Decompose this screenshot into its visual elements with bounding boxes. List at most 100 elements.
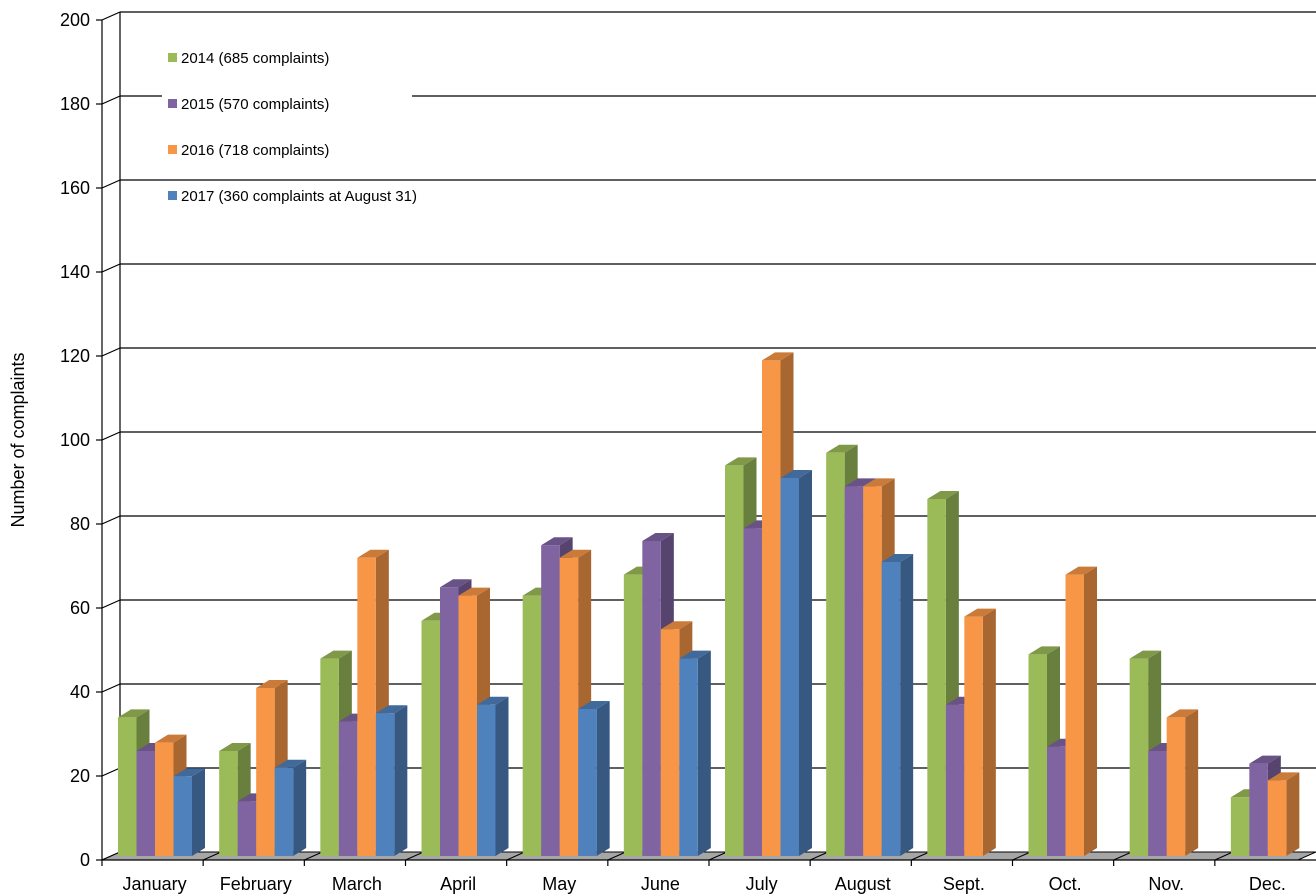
bar-top (173, 768, 205, 777)
bar-front (559, 557, 579, 856)
bar-top (642, 533, 674, 541)
bar (1166, 709, 1199, 856)
side-wall-gridline (101, 599, 121, 609)
bar-front (477, 704, 496, 856)
bar-front (844, 486, 864, 856)
bar-front (173, 776, 192, 856)
bar-front (679, 658, 698, 856)
y-tick-label: 200 (60, 10, 90, 30)
bar-front (421, 620, 440, 856)
y-tick-label: 120 (60, 346, 90, 366)
category-divider (1214, 851, 1234, 861)
legend-entry: 2014 (685 complaints) (162, 45, 412, 69)
bar-front (136, 751, 155, 856)
x-tick-label: Sept. (943, 874, 985, 894)
bar-front (1129, 658, 1149, 856)
bar (173, 768, 205, 856)
bar-front (458, 595, 477, 856)
category-divider (304, 851, 323, 861)
legend-entry: 2017 (360 complaints at August 31) (162, 183, 512, 207)
bar-top (578, 701, 610, 709)
bar-front (1148, 751, 1167, 856)
bar-side (596, 701, 610, 856)
bar-top (1249, 755, 1281, 764)
bar-top (826, 444, 858, 453)
bar-top (927, 491, 959, 499)
bar (578, 701, 610, 856)
bar-front (660, 629, 680, 856)
bar-front (522, 595, 542, 856)
bar-side (1286, 772, 1300, 856)
legend-label: 2014 (685 complaints) (181, 50, 329, 67)
x-tick-label: March (332, 874, 382, 894)
legend-swatch (168, 145, 177, 154)
bar-front (357, 557, 376, 856)
legend-backdrop (162, 137, 412, 161)
x-tick-label: June (641, 874, 680, 894)
y-tick-label: 60 (70, 598, 90, 618)
legend: 2014 (685 complaints) 2015 (570 complaint… (162, 45, 512, 207)
bar-side (982, 608, 996, 856)
bar-front (964, 616, 983, 856)
bar-front (1047, 746, 1066, 856)
bar-front (440, 587, 459, 856)
bar-side (697, 650, 711, 856)
bar-front (826, 452, 845, 856)
x-tick-label: May (542, 874, 576, 894)
category-divider (809, 851, 829, 861)
bar-top (256, 680, 288, 688)
bar-top (357, 549, 389, 558)
bar (881, 554, 914, 856)
bar-top (274, 759, 307, 768)
bar-front (927, 499, 946, 856)
bar-front (945, 704, 965, 856)
bar-top (881, 554, 914, 562)
gridlines (101, 11, 1316, 861)
bar-front (1166, 717, 1186, 856)
legend-backdrop (162, 183, 512, 207)
bar-top (725, 457, 757, 466)
bar-top (219, 743, 251, 751)
legend-swatch (168, 53, 177, 62)
y-tick-label: 100 (60, 430, 90, 450)
bar-front (780, 478, 799, 856)
bar-top (1028, 646, 1060, 655)
bar-top (660, 621, 693, 630)
y-tick-label: 160 (60, 178, 90, 198)
bar-side (900, 554, 914, 856)
y-tick-label: 180 (60, 94, 90, 114)
category-divider (708, 851, 728, 861)
axes (96, 12, 1316, 866)
bar-top (458, 587, 490, 596)
legend-entry: 2015 (570 complaints) (162, 91, 412, 115)
bar-front (762, 360, 781, 856)
bar (477, 696, 509, 856)
legend-label: 2017 (360 complaints at August 31) (181, 188, 417, 205)
side-wall-gridline (101, 683, 121, 693)
bar-side (293, 759, 307, 856)
bar-front (1267, 780, 1287, 856)
bar-front (578, 709, 597, 856)
x-tick-label: January (123, 874, 187, 894)
x-tick-label: April (440, 874, 476, 894)
legend-backdrop (162, 45, 412, 69)
bar-front (881, 562, 901, 856)
side-wall-gridline (101, 179, 121, 189)
bar-top (679, 650, 711, 659)
x-tick-label: Nov. (1148, 874, 1184, 894)
bar-top (844, 478, 877, 487)
bar-top (863, 478, 895, 487)
bar-side (1185, 709, 1199, 856)
bar-side (799, 470, 812, 856)
category-divider (506, 851, 525, 861)
y-tick-label: 0 (80, 850, 90, 870)
y-tick-label: 140 (60, 262, 90, 282)
bar-top (1065, 566, 1097, 575)
bar (1065, 566, 1097, 856)
bar-front (237, 801, 257, 856)
axis-labels: 0 20 40 60 80 100 120 140 160 180 200 January Februa… (60, 10, 1286, 894)
side-wall-gridline (101, 11, 121, 21)
side-wall-gridline (101, 767, 121, 777)
bar-side (192, 768, 205, 856)
